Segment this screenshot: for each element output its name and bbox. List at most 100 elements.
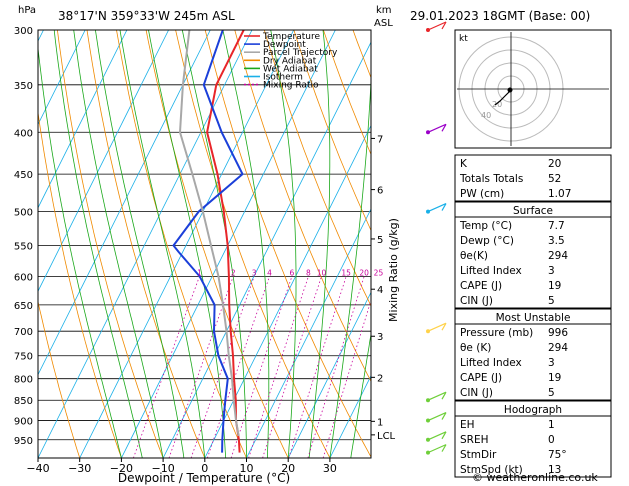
wet-adiabat-line [181, 30, 247, 458]
altitude-tick-label: 3 [377, 332, 383, 343]
hodograph-table-row-2-value: 75° [548, 449, 567, 461]
pressure-tick-label: 950 [14, 436, 33, 447]
wind-barb-shaft [427, 203, 447, 213]
mixing-ratio-label: 10 [317, 268, 327, 277]
temp-tick-label: −20 [110, 462, 133, 475]
mixing-ratio-label: 6 [290, 268, 295, 277]
temp-tick-label: 20 [281, 462, 295, 475]
isotherm-line [0, 30, 2, 458]
hodograph-table-row-1-label: SREH [460, 434, 489, 446]
wind-barb-shaft [427, 391, 447, 401]
mixing-ratio-label: 8 [306, 268, 311, 277]
most-unstable-row-3-value: 19 [548, 372, 561, 384]
wind-barb-shaft [427, 123, 447, 133]
isotherm-line [79, 30, 295, 458]
legend-label: Wet Adiabat [263, 64, 318, 74]
isotherm-line [246, 208, 371, 458]
altitude-tick-label: 2 [377, 373, 383, 384]
dry-adiabat-line [145, 30, 289, 458]
legend-label: Temperature [262, 32, 320, 42]
surface-row-2-value: 294 [548, 250, 568, 262]
dry-adiabat-line [38, 109, 122, 458]
most-unstable-row-2-value: 3 [548, 357, 555, 369]
temp-tick-label: −40 [26, 462, 49, 475]
temperature-axis: −40 −30 −20 −10 0 10 20 30 [26, 458, 337, 475]
altitude-tick-label: 7 [377, 134, 383, 145]
pressure-tick-label: 450 [14, 170, 33, 181]
wet-adiabat-line [308, 30, 331, 458]
parcel-trajectory-profile [178, 30, 240, 437]
wet-adiabat-line [119, 30, 206, 458]
wind-barb-shaft [427, 444, 447, 454]
wind-barb-flag [441, 431, 447, 440]
hodograph-storm-motion [507, 87, 513, 93]
wind-barb-shaft [427, 322, 447, 332]
temp-tick-label: −30 [68, 462, 91, 475]
hodograph-table-row-0-label: EH [460, 419, 475, 431]
mixing-ratio-line [133, 276, 200, 458]
wet-adiabat-line [350, 331, 371, 458]
legend-label: Parcel Trajectory [263, 48, 338, 58]
index-tables: K 20 Totals Totals 52 PW (cm) 1.07 SurfaceTemp… [454, 154, 612, 478]
stats-box [454, 154, 612, 202]
mixing-ratio-label: 15 [341, 268, 351, 277]
mixing-ratio-line [307, 276, 365, 458]
dry-adiabat-line [619, 30, 629, 458]
surface-box [454, 201, 612, 309]
dry-adiabat-line [293, 30, 371, 232]
legend-label: Dry Adiabat [263, 56, 317, 66]
hodograph-table-box [454, 400, 612, 478]
copyright: © weatheronline.co.uk [472, 471, 598, 484]
mixing-ratio-label: 4 [267, 268, 272, 277]
hodograph-ring-label-20: 20 [492, 100, 502, 109]
mixing-ratio-label: 3 [252, 268, 257, 277]
most-unstable-row-4-value: 5 [548, 387, 555, 399]
pressure-tick-label: 550 [14, 241, 33, 252]
wet-adiabat-line [95, 30, 185, 458]
wind-barb-shaft [427, 431, 447, 441]
isotherm-line [329, 374, 371, 458]
legend-label: Isotherm [263, 73, 303, 83]
mixing-ratio-line [168, 276, 234, 458]
temp-tick-label: −10 [151, 462, 174, 475]
dry-adiabat-line [38, 299, 81, 458]
isotherm-line [38, 30, 211, 376]
wet-adiabat-line [73, 30, 164, 458]
km-axis-title: km [376, 5, 392, 16]
dry-adiabat-line [57, 30, 164, 458]
dry-adiabat-line [234, 30, 371, 383]
altitude-axis: 7 6 5 4 3 2 1 LCL [371, 134, 396, 442]
x-axis-label: Dewpoint / Temperature (°C) [118, 471, 290, 485]
hodograph-unit: kt [459, 34, 468, 44]
hodograph: kt 20 40 [454, 29, 612, 149]
pressure-tick-label: 500 [14, 208, 33, 219]
mixing-ratio-line [288, 276, 347, 458]
mixing-ratio-label: 20 [359, 268, 369, 277]
legend-label: Mixing Ratio [263, 81, 319, 91]
dry-adiabat-line [323, 30, 371, 156]
most-unstable-row-0-value: 996 [548, 327, 568, 339]
most-unstable-title: Most Unstable [496, 312, 571, 324]
surface-title: Surface [513, 205, 553, 217]
pressure-tick-label: 650 [14, 301, 33, 312]
surface-row-0-label: Temp (°C) [459, 220, 512, 232]
temp-tick-label: 10 [240, 462, 254, 475]
most-unstable-row-1-value: 294 [548, 342, 568, 354]
surface-row-1-value: 3.5 [548, 235, 565, 247]
pressure-tick-label: 400 [14, 128, 33, 139]
hodograph-ring-label-40: 40 [481, 111, 491, 120]
altitude-tick-label: 1 [377, 417, 383, 428]
pressure-tick-label: 800 [14, 375, 33, 386]
mixing-ratio-line [207, 276, 270, 458]
mixing-ratio-labels: 1 2 3 4 6 8 10 15 20 25 [197, 268, 383, 277]
surface-row-2-label: θe(K) [460, 250, 488, 262]
mixing-ratio-label: 1 [197, 268, 202, 277]
pressure-tick-label: 900 [14, 417, 33, 428]
dry-adiabat-line [86, 30, 206, 458]
most-unstable-row-2-label: Lifted Index [460, 357, 522, 369]
isotherm-line [287, 291, 371, 458]
station-location: 38°17'N 359°33'W 245m ASL [58, 9, 235, 23]
pressure-axis: 300 350 400 450 500 550 600 650 700 750 800 850 900 9… [14, 26, 33, 447]
temperature-profile [206, 30, 245, 453]
